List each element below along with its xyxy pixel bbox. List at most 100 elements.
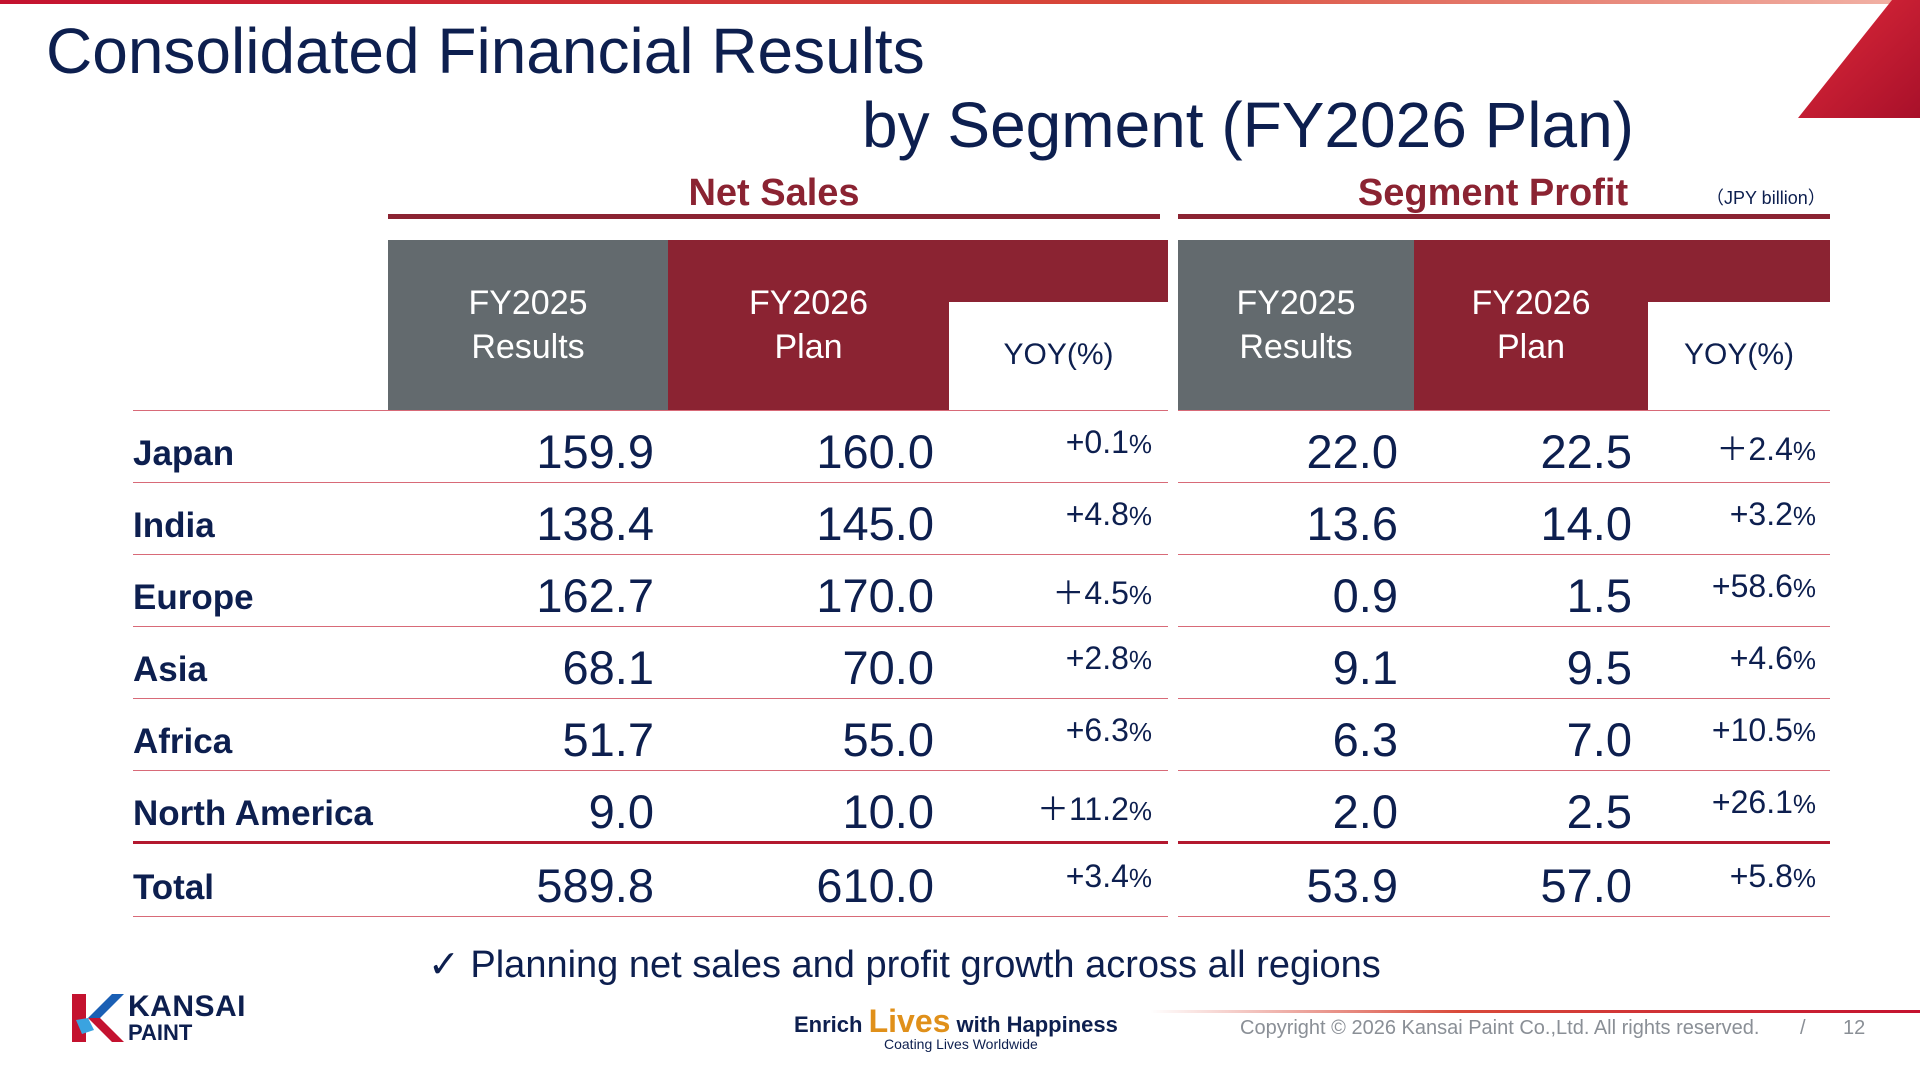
- ns-yoy-value: +0.1%: [960, 424, 1152, 461]
- logo-text-paint: PAINT: [128, 1020, 193, 1045]
- ns-fy2026-header: FY2026 Plan: [668, 240, 949, 410]
- row-divider: [1178, 770, 1830, 771]
- page-number: 12: [1843, 1017, 1866, 1039]
- sp-fy2025-value: 13.6: [1306, 497, 1398, 550]
- slogan-lives: Lives: [868, 1003, 951, 1039]
- ns-yoy-value-percent: %: [1128, 863, 1152, 893]
- row-divider: [1178, 916, 1830, 917]
- slogan-subtitle: Coating Lives Worldwide: [884, 1036, 1038, 1052]
- sp-yoy-value-value: ＋2.4: [1716, 431, 1793, 467]
- ns-yoy-value: +3.4%: [960, 858, 1152, 895]
- ns-yoy-value-value: +4.8: [1065, 496, 1129, 532]
- sp-yoy-value: +10.5%: [1648, 712, 1816, 749]
- row-divider: [133, 626, 1168, 627]
- row-label: Africa: [133, 722, 233, 761]
- ns-fy2025-value: 68.1: [562, 641, 654, 694]
- copyright-text: Copyright © 2026 Kansai Paint Co.,Ltd. A…: [1240, 1017, 1760, 1039]
- sp-yoy-value-value: +58.6: [1711, 568, 1793, 604]
- ns-yoy-header-bar: [949, 240, 1168, 302]
- ns-yoy-value: +4.8%: [960, 496, 1152, 533]
- ns-fy2026-value: 170.0: [816, 569, 934, 622]
- slogan: Enrich Lives with Happiness: [794, 1003, 1118, 1040]
- ns-yoy-value: ＋11.2%: [960, 784, 1152, 830]
- sp-yoy-value-value: +3.2: [1729, 496, 1793, 532]
- ns-yoy-value-value: +0.1: [1065, 424, 1129, 460]
- sp-fy2025-value: 53.9: [1306, 859, 1398, 912]
- unit-label: （JPY billion）: [1706, 188, 1826, 208]
- row-divider: [1178, 698, 1830, 699]
- sp-fy2025-value: 0.9: [1332, 569, 1398, 622]
- ns-fy2025-value: 9.0: [588, 785, 654, 838]
- sp-fy2026-value: 57.0: [1540, 859, 1632, 912]
- sp-fy2025-value: 2.0: [1332, 785, 1398, 838]
- sp-yoy-value-percent: %: [1792, 717, 1816, 747]
- sp-fy2026-header: FY2026 Plan: [1414, 240, 1648, 410]
- ns-fy2025-value: 589.8: [536, 859, 654, 912]
- sp-yoy-value-percent: %: [1792, 573, 1816, 603]
- kansai-k-logo-icon: [72, 994, 124, 1042]
- sp-yoy-value: ＋2.4%: [1648, 424, 1816, 470]
- row-label: North America: [133, 794, 373, 833]
- sp-fy2026-value: 14.0: [1540, 497, 1632, 550]
- sp-yoy-value-value: +10.5: [1711, 712, 1793, 748]
- ns-yoy-value-value: +6.3: [1065, 712, 1129, 748]
- sp-fy2026-header-line1: FY2026: [1471, 284, 1591, 322]
- page-title-line2: by Segment (FY2026 Plan): [862, 89, 1634, 161]
- sp-yoy-value: +26.1%: [1648, 784, 1816, 821]
- row-label: Europe: [133, 578, 254, 617]
- ns-fy2026-value: 70.0: [842, 641, 934, 694]
- ns-yoy-value-percent: %: [1128, 717, 1152, 747]
- ns-fy2026-header-line2: Plan: [774, 328, 843, 366]
- row-divider: [1178, 554, 1830, 555]
- sp-fy2025-header-line1: FY2025: [1236, 284, 1356, 322]
- ns-fy2025-value: 162.7: [536, 569, 654, 622]
- row-label: Total: [133, 868, 215, 907]
- slogan-part1: Enrich: [794, 1012, 869, 1037]
- ns-yoy-value-percent: %: [1128, 580, 1152, 610]
- sp-fy2025-header-line2: Results: [1239, 328, 1353, 366]
- sp-yoy-value-value: +5.8: [1729, 858, 1793, 894]
- sp-fy2025-header: FY2025 Results: [1178, 240, 1414, 410]
- logo-text-kansai: KANSAI: [128, 990, 247, 1023]
- summary-note: ✓ Planning net sales and profit growth a…: [428, 944, 1381, 986]
- sp-fy2026-value: 22.5: [1540, 425, 1632, 478]
- row-label: Japan: [133, 434, 235, 473]
- sp-fy2025-value: 22.0: [1306, 425, 1398, 478]
- sp-fy2025-value: 9.1: [1332, 641, 1398, 694]
- ns-fy2026-value: 55.0: [842, 713, 934, 766]
- ns-yoy-value: ＋4.5%: [960, 568, 1152, 614]
- sp-yoy-value-percent: %: [1792, 501, 1816, 531]
- sp-fy2026-value: 1.5: [1566, 569, 1632, 622]
- top-accent-line: [0, 0, 1920, 4]
- row-divider: [1178, 841, 1830, 844]
- sp-fy2026-value: 7.0: [1566, 713, 1632, 766]
- ns-yoy-value: +2.8%: [960, 640, 1152, 677]
- kansai-paint-logo: KANSAI PAINT: [72, 990, 262, 1046]
- sp-yoy-value-value: +4.6: [1729, 640, 1793, 676]
- row-divider: [1178, 626, 1830, 627]
- ns-yoy-value-value: ＋11.2: [1036, 791, 1129, 827]
- ns-yoy-value-value: ＋4.5: [1052, 575, 1129, 611]
- row-divider: [133, 410, 1168, 411]
- ns-fy2026-value: 145.0: [816, 497, 934, 550]
- footer-separator: /: [1800, 1017, 1806, 1039]
- ns-yoy-value-percent: %: [1128, 501, 1152, 531]
- sp-fy2025-value: 6.3: [1332, 713, 1398, 766]
- ns-yoy-value: +6.3%: [960, 712, 1152, 749]
- ns-fy2025-value: 159.9: [536, 425, 654, 478]
- ns-fy2026-value: 610.0: [816, 859, 934, 912]
- sp-yoy-value: +3.2%: [1648, 496, 1816, 533]
- ns-yoy-value-value: +2.8: [1065, 640, 1129, 676]
- ns-fy2025-header: FY2025 Results: [388, 240, 668, 410]
- row-divider: [1178, 482, 1830, 483]
- row-divider: [133, 916, 1168, 917]
- row-label: India: [133, 506, 215, 545]
- net-sales-underline: [388, 214, 1160, 219]
- segment-profit-title: Segment Profit: [1357, 172, 1629, 214]
- sp-yoy-value: +4.6%: [1648, 640, 1816, 677]
- row-divider: [133, 770, 1168, 771]
- sp-fy2026-value: 2.5: [1566, 785, 1632, 838]
- ns-fy2026-value: 160.0: [816, 425, 934, 478]
- corner-decoration-icon: [1798, 0, 1920, 118]
- sp-yoy-value-percent: %: [1792, 645, 1816, 675]
